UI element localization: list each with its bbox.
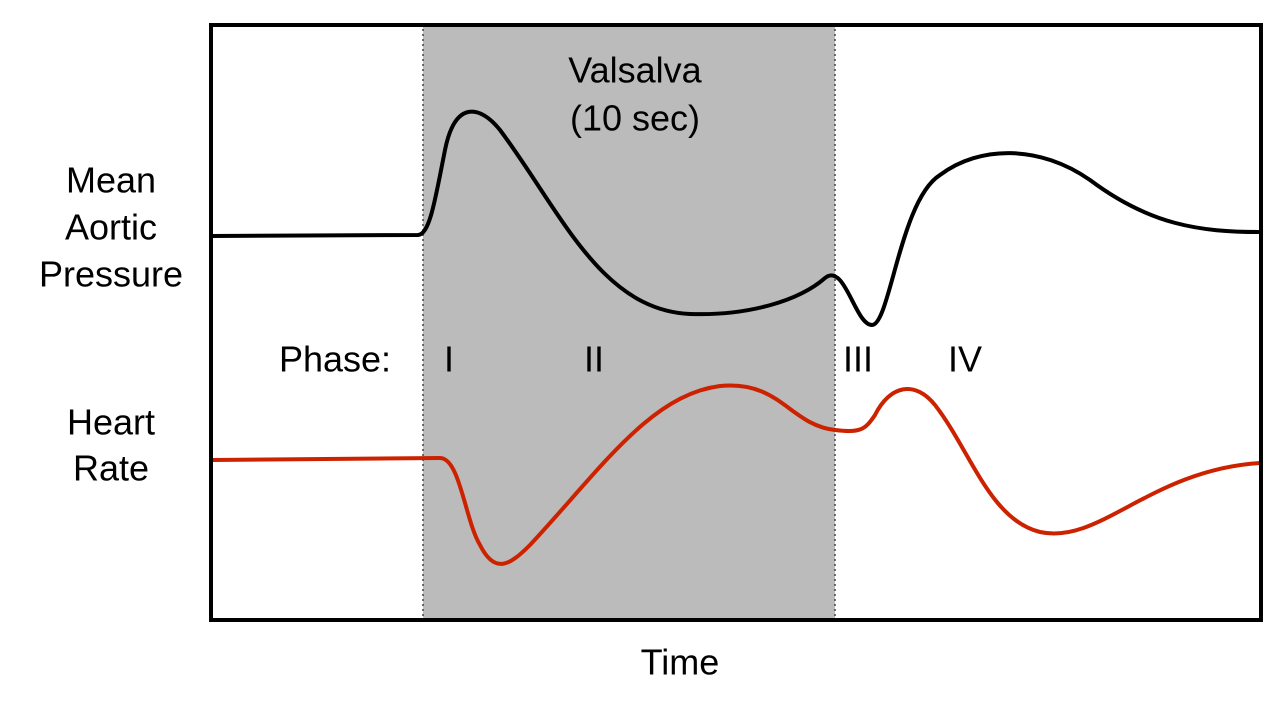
- frame: [209, 23, 1263, 622]
- phase-name: III: [843, 339, 873, 380]
- heart-rate-curve: [211, 383, 1261, 566]
- pressure-curve: [211, 109, 1261, 328]
- valsalva-title: Valsalva: [568, 50, 702, 91]
- pressure-label: Aortic: [65, 207, 157, 248]
- pressure-label: Pressure: [39, 254, 183, 295]
- valsalva-duration: (10 sec): [570, 98, 700, 139]
- phase-name: I: [444, 339, 454, 380]
- phase-name: II: [584, 339, 604, 380]
- pressure-label: Mean: [66, 160, 156, 201]
- x-axis-label: Time: [641, 642, 720, 683]
- heart-rate-label: Heart: [67, 402, 155, 443]
- heart-rate-label: Rate: [73, 448, 149, 489]
- phase-label: Phase:: [279, 339, 391, 380]
- phase-name: IV: [948, 339, 982, 380]
